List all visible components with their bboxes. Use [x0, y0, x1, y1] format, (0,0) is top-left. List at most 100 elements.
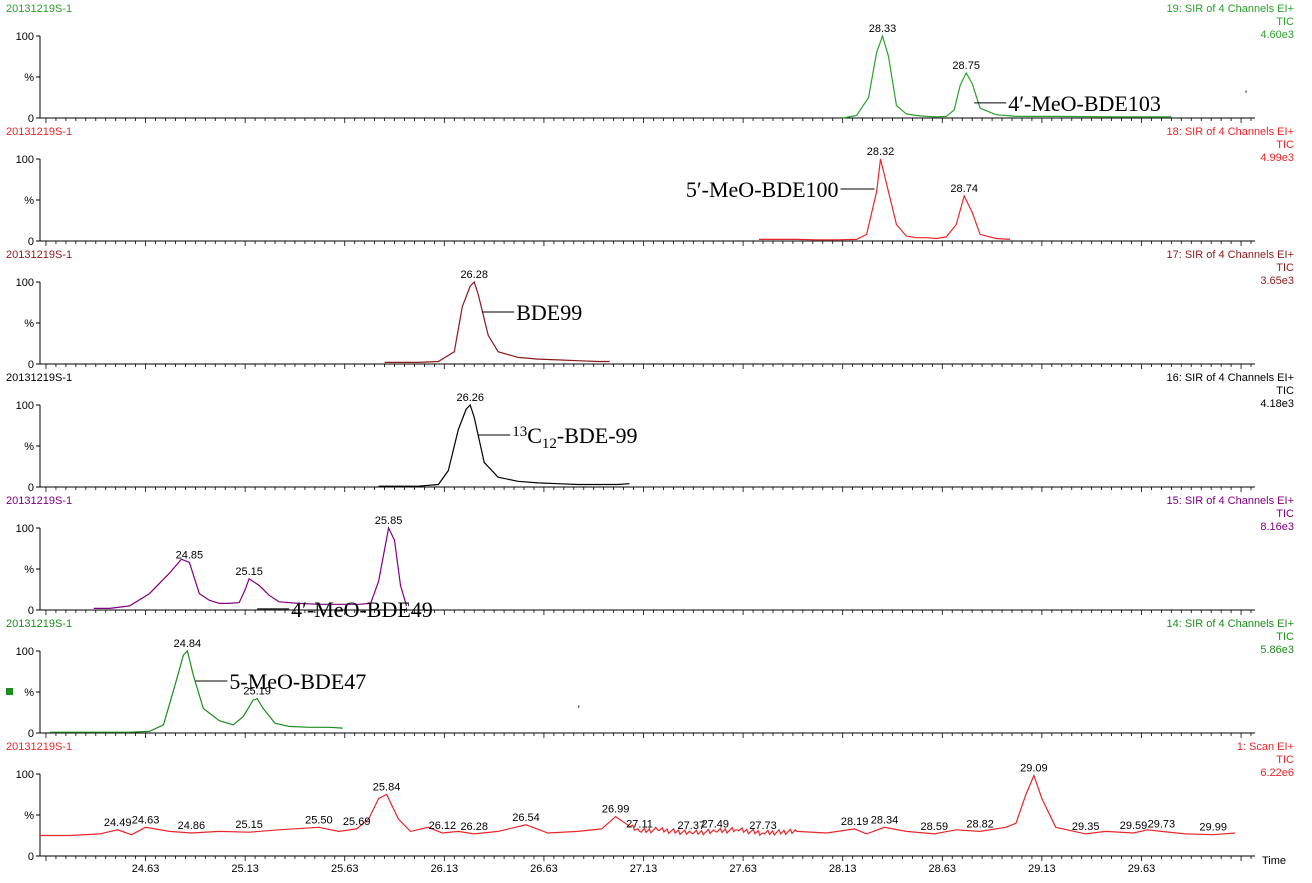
peak-label: 27.11: [626, 818, 653, 830]
x-tick-label: 26.13: [431, 863, 459, 875]
y-tick-label: 0: [28, 728, 34, 740]
peak-label: 28.19: [841, 816, 869, 828]
x-tick-label: 28.13: [829, 863, 857, 875]
channel-label: 19: SIR of 4 Channels EI+: [1167, 3, 1295, 15]
sample-label: 20131219S-1: [6, 618, 72, 630]
panel-marker: [6, 688, 13, 695]
intensity-label: 4.99e3: [1260, 152, 1294, 164]
peak-label: 26.54: [512, 812, 540, 824]
peak-label: 26.26: [456, 392, 484, 404]
peak-label: 25.84: [373, 782, 401, 794]
intensity-label: 5.86e3: [1260, 644, 1294, 656]
y-tick-label: %: [24, 318, 34, 330]
intensity-label: 6.22e6: [1260, 767, 1294, 779]
x-tick-label: 27.13: [630, 863, 658, 875]
peak-label: 24.84: [174, 638, 202, 650]
sample-label: 20131219S-1: [6, 372, 72, 384]
y-tick-label: 0: [28, 236, 34, 248]
x-axis-label: Time: [1262, 855, 1286, 867]
peak-label: 25.85: [375, 515, 403, 527]
y-tick-label: 100: [16, 31, 34, 43]
peak-label: 28.34: [871, 814, 899, 826]
x-tick-label: 26.63: [530, 863, 558, 875]
y-tick-label: 100: [16, 646, 34, 658]
x-tick-label: 24.63: [132, 863, 160, 875]
peak-label: 28.74: [950, 183, 978, 195]
y-tick-label: %: [24, 441, 34, 453]
x-tick-label: 25.63: [331, 863, 359, 875]
sample-label: 20131219S-1: [6, 249, 72, 261]
peak-label: 25.15: [235, 566, 263, 578]
x-tick-label: 29.13: [1028, 863, 1056, 875]
x-tick-label: 27.63: [729, 863, 757, 875]
x-tick-label: 29.63: [1128, 863, 1156, 875]
tic-label: TIC: [1276, 16, 1294, 28]
trace-line: [40, 773, 1236, 837]
y-tick-label: 100: [16, 400, 34, 412]
stray-mark: ': [1245, 89, 1247, 101]
tic-label: TIC: [1276, 262, 1294, 274]
tic-label: TIC: [1276, 508, 1294, 520]
trace-line: [50, 649, 343, 733]
y-tick-label: 0: [28, 113, 34, 125]
peak-label: 29.73: [1148, 818, 1176, 830]
y-tick-label: %: [24, 564, 34, 576]
peak-label: 28.59: [921, 821, 949, 833]
y-tick-label: 100: [16, 277, 34, 289]
peak-label: 25.19: [243, 686, 271, 698]
y-tick-label: %: [24, 687, 34, 699]
channel-label: 14: SIR of 4 Channels EI+: [1167, 618, 1295, 630]
trace-line: [93, 526, 408, 609]
channel-label: 15: SIR of 4 Channels EI+: [1167, 495, 1295, 507]
peak-label: 26.99: [602, 804, 630, 816]
y-tick-label: %: [24, 72, 34, 84]
peak-label: 24.85: [176, 549, 204, 561]
peak-label: 25.15: [235, 819, 263, 831]
intensity-label: 3.65e3: [1260, 275, 1294, 287]
peak-label: 27.73: [749, 820, 777, 832]
peak-label: 28.75: [952, 60, 980, 72]
annotation-label: 5-MeO-BDE47: [229, 669, 366, 694]
peak-label: 24.63: [132, 814, 160, 826]
channel-label: 16: SIR of 4 Channels EI+: [1167, 372, 1295, 384]
sample-label: 20131219S-1: [6, 495, 72, 507]
peak-label: 24.49: [104, 817, 132, 829]
tic-label: TIC: [1276, 385, 1294, 397]
annotation-label: 13C12-BDE-99: [512, 423, 637, 452]
intensity-label: 4.60e3: [1260, 29, 1294, 41]
peak-label: 29.09: [1020, 763, 1048, 775]
peak-label: 26.28: [460, 269, 488, 281]
peak-label: 28.32: [867, 146, 895, 158]
peak-label: 29.35: [1072, 821, 1100, 833]
y-tick-label: %: [24, 810, 34, 822]
tic-label: TIC: [1276, 754, 1294, 766]
channel-label: 1: Scan EI+: [1237, 741, 1294, 753]
annotation-label: 4′-MeO-BDE103: [1008, 91, 1161, 116]
peak-label: 27.37: [678, 820, 706, 832]
peak-label: 28.33: [869, 23, 897, 35]
y-tick-label: 0: [28, 605, 34, 617]
peak-label: 26.28: [460, 821, 488, 833]
annotation-label: BDE99: [516, 300, 582, 325]
stray-mark: ': [578, 704, 580, 716]
peak-label: 25.69: [343, 816, 371, 828]
peak-label: 29.59: [1120, 820, 1148, 832]
peak-label: 26.12: [429, 820, 457, 832]
peak-label: 28.82: [966, 818, 994, 830]
y-tick-label: 100: [16, 769, 34, 781]
trace-line: [378, 403, 630, 487]
channel-label: 18: SIR of 4 Channels EI+: [1167, 126, 1295, 138]
intensity-label: 4.18e3: [1260, 398, 1294, 410]
sample-label: 20131219S-1: [6, 741, 72, 753]
tic-label: TIC: [1276, 631, 1294, 643]
y-tick-label: 100: [16, 154, 34, 166]
channel-label: 17: SIR of 4 Channels EI+: [1167, 249, 1295, 261]
tic-label: TIC: [1276, 139, 1294, 151]
peak-label: 25.50: [305, 814, 333, 826]
annotation-label: 4′-MeO-BDE49: [291, 597, 433, 622]
intensity-label: 8.16e3: [1260, 521, 1294, 533]
y-tick-label: 100: [16, 523, 34, 535]
sample-label: 20131219S-1: [6, 3, 72, 15]
trace-line: [759, 158, 1011, 241]
